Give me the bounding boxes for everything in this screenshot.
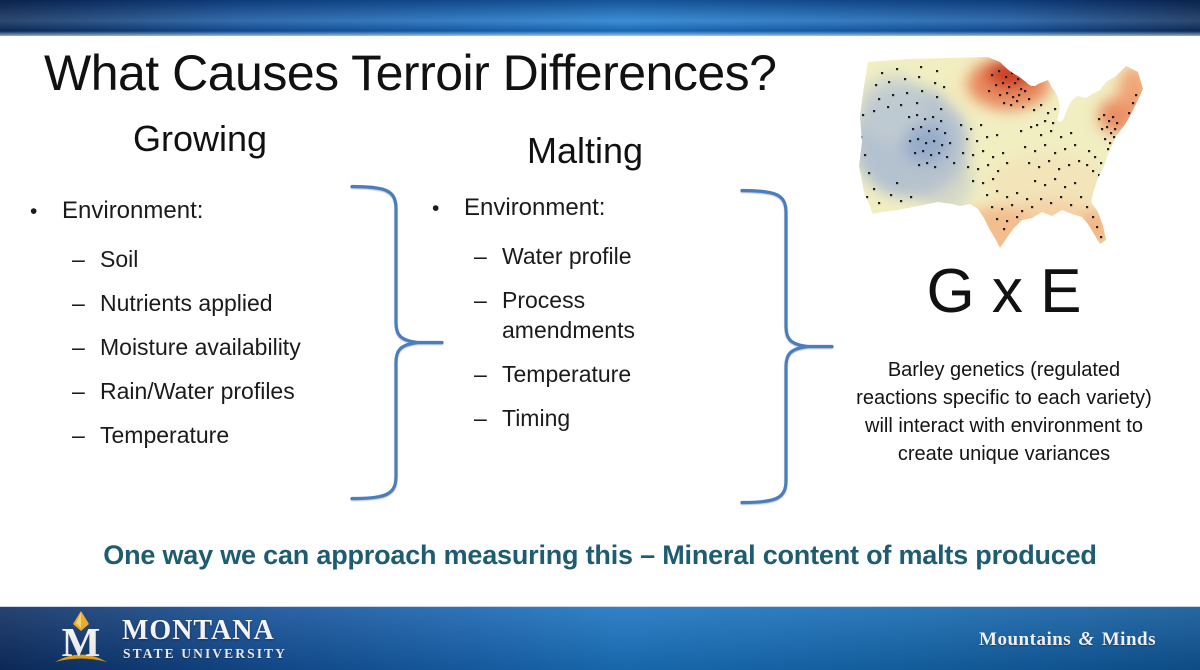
gxe-title: G x E [926, 257, 1082, 326]
lead-label: Environment: [464, 194, 606, 221]
growing-list: • Environment: – Soil – Nutrients applie… [30, 196, 360, 464]
ampersand: & [1078, 628, 1095, 650]
gxe-description: Barley genetics (regulated reactions spe… [844, 356, 1164, 468]
top-banner-bar [0, 0, 1200, 36]
curly-brace-malting [740, 188, 834, 505]
column-heading-growing: Growing [132, 118, 268, 159]
us-map-heatmap [848, 54, 1148, 254]
dash-bullet-icon: – [72, 246, 85, 272]
dash-bullet-icon: – [474, 243, 487, 269]
list-item: – Soil [72, 244, 360, 274]
list-item: – Process amendments [474, 285, 732, 345]
list-item: – Temperature [474, 359, 732, 389]
list-item-label: Temperature [100, 422, 230, 448]
list-item: – Timing [474, 403, 732, 433]
footer-tagline: Mountains & Minds [979, 628, 1156, 650]
list-item-lead: • Environment: [432, 193, 732, 224]
bottom-note: One way we can approach measuring this –… [103, 540, 1097, 570]
list-item: – Nutrients applied [72, 288, 360, 318]
column-heading-malting: Malting [526, 130, 644, 171]
list-item: – Temperature [72, 420, 360, 450]
list-item-label: Water profile [502, 243, 632, 269]
dash-bullet-icon: – [474, 405, 487, 431]
gxe-description-line: reactions specific to each variety) [856, 387, 1152, 409]
dash-bullet-icon: – [72, 290, 85, 316]
lead-label: Environment: [62, 197, 204, 224]
dash-bullet-icon: – [72, 334, 85, 360]
logo-arc [55, 654, 107, 662]
list-item-label: Soil [100, 246, 139, 272]
list-item-label: Nutrients applied [100, 290, 273, 316]
gxe-description-line: create unique variances [897, 443, 1111, 465]
list-item: – Water profile [474, 241, 732, 271]
list-item-label: Process amendments [502, 287, 635, 343]
list-item: – Rain/Water profiles [72, 376, 360, 406]
dash-bullet-icon: – [474, 287, 487, 313]
slide-title: What Causes Terroir Differences? [44, 45, 777, 101]
list-item: – Moisture availability [72, 332, 360, 362]
curly-brace-growing [350, 184, 444, 501]
msu-logo: M [55, 611, 107, 665]
list-item-label: Temperature [502, 361, 632, 387]
list-item-label: Timing [502, 405, 571, 431]
list-item-label: Rain/Water profiles [100, 378, 295, 404]
bullet-dot-icon: • [432, 197, 440, 220]
dash-bullet-icon: – [72, 378, 85, 404]
university-subtitle: STATE UNIVERSITY [123, 646, 288, 661]
dash-bullet-icon: – [474, 361, 487, 387]
malting-list: • Environment: – Water profile – Process… [432, 193, 732, 447]
list-item-lead: • Environment: [30, 196, 360, 227]
bullet-dot-icon: • [30, 200, 38, 223]
gxe-description-line: Barley genetics (regulated [887, 359, 1121, 381]
list-item-label: Moisture availability [100, 334, 301, 360]
gxe-description-line: will interact with environment to [865, 415, 1143, 437]
footer-bar: M MONTANA STATE UNIVERSITY Mountains & M… [0, 606, 1200, 670]
university-name: MONTANA [122, 615, 275, 646]
logo-flame-highlight [76, 613, 81, 628]
dash-bullet-icon: – [72, 422, 85, 448]
